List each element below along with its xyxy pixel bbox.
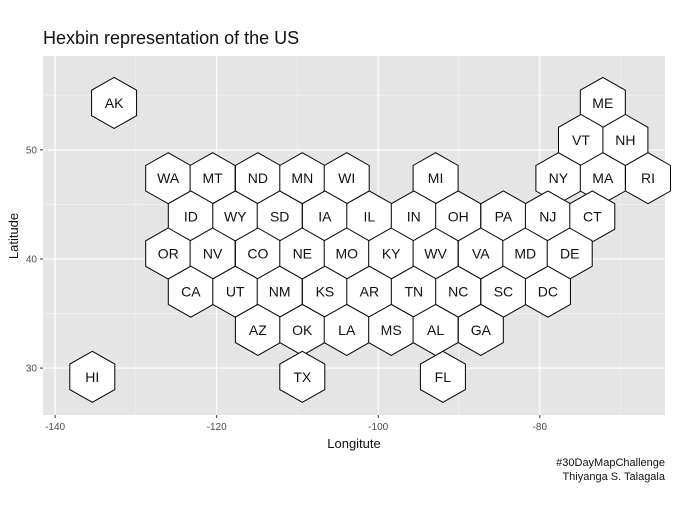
state-label-ks: KS	[316, 284, 335, 300]
state-hex-dc	[524, 265, 571, 318]
state-label-ms: MS	[381, 322, 402, 338]
caption-hashtag: #30DayMapChallenge	[556, 457, 665, 469]
state-label-ny: NY	[549, 170, 569, 186]
state-label-vt: VT	[572, 132, 590, 148]
state-hex-fl	[419, 350, 466, 403]
state-label-in: IN	[407, 208, 421, 224]
state-hex-tx	[279, 350, 326, 403]
state-hex-ri	[625, 152, 671, 205]
state-label-me: ME	[592, 95, 613, 111]
state-label-pa: PA	[495, 208, 513, 224]
state-label-nm: NM	[269, 284, 291, 300]
state-label-nj: NJ	[539, 208, 556, 224]
state-label-co: CO	[247, 246, 268, 262]
state-label-wv: WV	[424, 246, 447, 262]
state-label-ct: CT	[583, 208, 602, 224]
x-tick-label: -120	[207, 422, 227, 433]
state-label-md: MD	[514, 246, 536, 262]
state-label-wy: WY	[224, 208, 247, 224]
state-hexagons: AK ME VT NH WA MT ND MN WI MI NY MA RI ID WY SD IA IL IN OH…	[69, 76, 671, 403]
state-label-ut: UT	[226, 284, 245, 300]
state-label-wi: WI	[338, 170, 355, 186]
x-tick-label: -140	[45, 422, 65, 433]
state-label-nv: NV	[203, 246, 223, 262]
state-label-ma: MA	[592, 170, 614, 186]
state-label-ky: KY	[382, 246, 401, 262]
state-label-sc: SC	[494, 284, 513, 300]
state-hex-hi	[69, 350, 116, 403]
state-hex-ga	[457, 303, 504, 356]
state-label-nh: NH	[615, 132, 635, 148]
state-label-il: IL	[364, 208, 376, 224]
y-axis-label: Latitude	[6, 213, 21, 259]
x-tick-label: -80	[533, 422, 548, 433]
state-label-fl: FL	[435, 369, 452, 385]
state-label-tx: TX	[293, 369, 312, 385]
state-label-or: OR	[158, 246, 179, 262]
state-label-ia: IA	[318, 208, 332, 224]
state-label-mo: MO	[335, 246, 358, 262]
y-tick-label: 40	[26, 254, 38, 265]
y-tick-label: 50	[26, 145, 38, 156]
chart-title: Hexbin representation of the US	[43, 28, 300, 48]
state-label-ne: NE	[293, 246, 312, 262]
state-label-ca: CA	[181, 284, 201, 300]
state-label-va: VA	[472, 246, 490, 262]
axes: -140 -120 -100 -80 30 40 50	[26, 145, 548, 433]
state-hex-ak	[91, 76, 138, 129]
x-tick-label: -100	[368, 422, 388, 433]
state-label-id: ID	[184, 208, 198, 224]
x-axis-label: Longitute	[327, 436, 381, 451]
state-label-ok: OK	[292, 322, 313, 338]
state-label-mt: MT	[203, 170, 224, 186]
state-label-ri: RI	[641, 170, 655, 186]
state-label-tn: TN	[404, 284, 423, 300]
state-label-la: LA	[338, 322, 356, 338]
state-label-de: DE	[560, 246, 579, 262]
state-label-wa: WA	[157, 170, 180, 186]
state-label-ga: GA	[471, 322, 492, 338]
state-label-hi: HI	[85, 369, 99, 385]
caption-author: Thiyanga S. Talagala	[562, 471, 665, 483]
state-label-sd: SD	[270, 208, 289, 224]
state-label-nc: NC	[448, 284, 468, 300]
state-label-mn: MN	[291, 170, 313, 186]
state-label-dc: DC	[538, 284, 558, 300]
state-label-mi: MI	[428, 170, 444, 186]
state-label-ar: AR	[360, 284, 379, 300]
state-label-al: AL	[427, 322, 444, 338]
state-label-oh: OH	[448, 208, 469, 224]
y-tick-label: 30	[26, 364, 38, 375]
state-label-ak: AK	[105, 95, 124, 111]
state-label-nd: ND	[248, 170, 268, 186]
state-label-az: AZ	[249, 322, 267, 338]
